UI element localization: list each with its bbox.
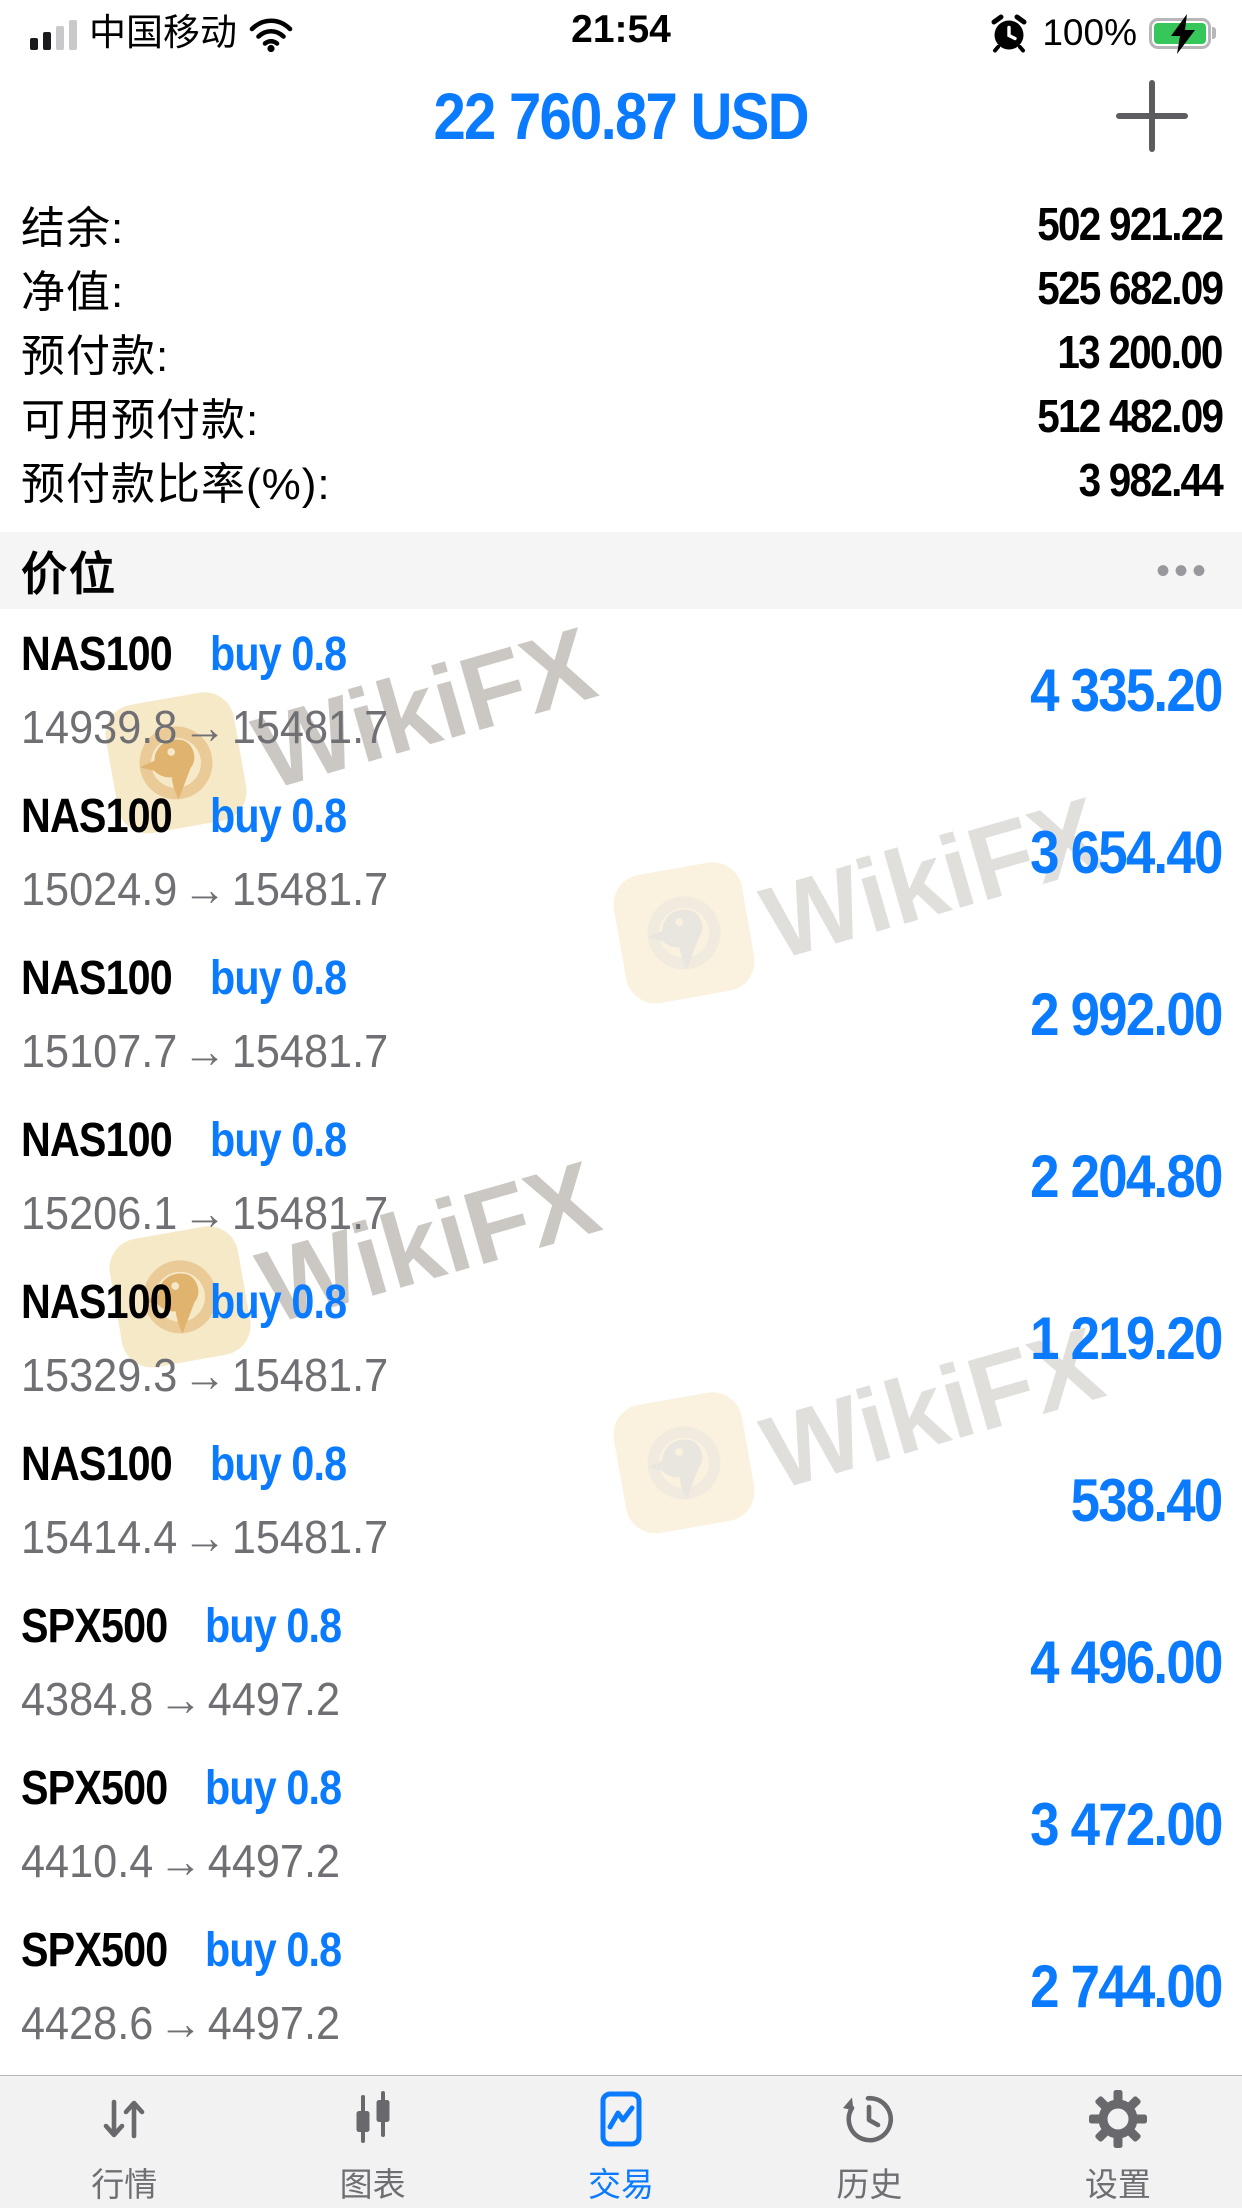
arrow-right-icon: → <box>158 1996 203 2049</box>
positions-title: 价位 <box>21 547 117 600</box>
trade-row[interactable]: NAS100 buy 0.8 15206.1 → 15481.7 2 204.80 <box>0 1095 1242 1257</box>
trade-profit: 3 472.00 <box>1030 1790 1224 1858</box>
carrier-label: 中国移动 <box>89 12 237 53</box>
arrow-right-icon: → <box>182 1024 227 1077</box>
trade-prices: 15329.3 → 15481.7 <box>21 1348 389 1401</box>
trade-prices: 15414.4 → 15481.7 <box>21 1510 389 1563</box>
wifi-icon <box>249 18 293 52</box>
battery-charging-icon <box>1149 13 1216 54</box>
trade-profit: 3 654.40 <box>1030 818 1224 886</box>
tab-bar: 行情 图表 交易 <box>0 2075 1242 2208</box>
trade-side-volume: buy 0.8 <box>210 789 347 843</box>
trade-side-volume: buy 0.8 <box>210 951 347 1005</box>
account-row-equity: 净值: 525 682.09 <box>21 262 1224 317</box>
arrow-right-icon: → <box>182 700 227 753</box>
trade-prices: 4384.8 → 4497.2 <box>21 1672 341 1725</box>
trade-row[interactable]: NAS100 buy 0.8 15414.4 → 15481.7 538.40 <box>0 1419 1242 1581</box>
trade-symbol: NAS100 <box>21 1437 173 1491</box>
account-summary: 结余: 502 921.22 净值: 525 682.09 预付款: 13 20… <box>0 172 1242 532</box>
trade-symbol: SPX500 <box>21 1599 168 1653</box>
arrow-right-icon: → <box>182 1186 227 1239</box>
trade-symbol: NAS100 <box>21 951 173 1005</box>
arrow-right-icon: → <box>182 862 227 915</box>
trade-prices: 15206.1 → 15481.7 <box>21 1186 389 1239</box>
tab-charts[interactable]: 图表 <box>248 2076 496 2208</box>
new-order-button[interactable] <box>1110 74 1194 158</box>
trade-side-volume: buy 0.8 <box>205 1761 342 1815</box>
trade-row[interactable]: NAS100 buy 0.8 15329.3 → 15481.7 1 219.20 <box>0 1257 1242 1419</box>
trade-prices: 15024.9 → 15481.7 <box>21 862 389 915</box>
positions-section-header: 价位 ••• <box>0 532 1242 609</box>
history-icon <box>843 2095 894 2143</box>
tab-settings[interactable]: 设置 <box>994 2076 1242 2208</box>
trade-row[interactable]: NAS100 buy 0.8 15024.9 → 15481.7 3 654.40 <box>0 771 1242 933</box>
tab-trade[interactable]: 交易 <box>497 2076 745 2208</box>
battery-percent-label: 100% <box>1042 12 1137 53</box>
trade-profit: 1 219.20 <box>1030 1304 1224 1372</box>
account-row-balance: 结余: 502 921.22 <box>21 198 1224 253</box>
trade-prices: 4410.4 → 4497.2 <box>21 1834 341 1887</box>
trade-profit: 2 204.80 <box>1030 1142 1224 1210</box>
arrow-right-icon: → <box>158 1834 203 1887</box>
arrow-right-icon: → <box>182 1510 227 1563</box>
alarm-icon <box>991 14 1027 53</box>
trade-row[interactable]: SPX500 buy 0.8 4410.4 → 4497.2 3 472.00 <box>0 1743 1242 1905</box>
clock-time: 21:54 <box>571 8 671 51</box>
arrow-right-icon: → <box>158 1672 203 1725</box>
trade-profit: 2 992.00 <box>1030 980 1224 1048</box>
trade-profit: 538.40 <box>1071 1466 1224 1534</box>
trade-side-volume: buy 0.8 <box>205 1599 342 1653</box>
charts-icon <box>356 2091 390 2143</box>
trade-symbol: SPX500 <box>21 1923 168 1977</box>
plus-icon <box>1116 80 1188 152</box>
quotes-icon <box>103 2099 145 2139</box>
trade-row[interactable]: SPX500 buy 0.8 4428.6 → 4497.2 2 744.00 <box>0 1905 1242 2067</box>
account-row-margin: 预付款: 13 200.00 <box>21 326 1224 381</box>
more-options-icon[interactable]: ••• <box>1155 548 1210 593</box>
status-bar: 中国移动 21:54 100% <box>0 0 1242 60</box>
trade-side-volume: buy 0.8 <box>210 1113 347 1167</box>
trade-profit: 4 335.20 <box>1030 656 1224 724</box>
trade-side-volume: buy 0.8 <box>210 1437 347 1491</box>
trade-symbol: NAS100 <box>21 789 173 843</box>
trade-prices: 4428.6 → 4497.2 <box>21 1996 341 2049</box>
trade-prices: 14939.8 → 15481.7 <box>21 700 389 753</box>
tab-quotes[interactable]: 行情 <box>0 2076 248 2208</box>
account-row-margin-level: 预付款比率(%): 3 982.44 <box>21 454 1224 509</box>
trade-symbol: NAS100 <box>21 1113 173 1167</box>
account-header: 22 760.87 USD <box>0 60 1242 172</box>
trade-symbol: NAS100 <box>21 1275 173 1329</box>
arrow-right-icon: → <box>182 1348 227 1401</box>
signal-strength-icon <box>30 20 77 52</box>
charging-bolt-icon <box>1171 13 1195 54</box>
account-total: 22 760.87 USD <box>433 79 810 153</box>
account-row-free-margin: 可用预付款: 512 482.09 <box>21 390 1224 445</box>
trade-icon <box>600 2091 642 2147</box>
trade-side-volume: buy 0.8 <box>210 1275 347 1329</box>
trade-row[interactable]: NAS100 buy 0.8 15107.7 → 15481.7 2 992.00 <box>0 933 1242 1095</box>
trade-row[interactable]: NAS100 buy 0.8 14939.8 → 15481.7 4 335.20 <box>0 609 1242 771</box>
trade-prices: 15107.7 → 15481.7 <box>21 1024 389 1077</box>
tab-history[interactable]: 历史 <box>745 2076 993 2208</box>
trade-side-volume: buy 0.8 <box>205 1923 342 1977</box>
trade-side-volume: buy 0.8 <box>210 627 347 681</box>
trade-row[interactable]: SPX500 buy 0.8 4384.8 → 4497.2 4 496.00 <box>0 1581 1242 1743</box>
trade-symbol: NAS100 <box>21 627 173 681</box>
trade-profit: 2 744.00 <box>1030 1952 1224 2020</box>
trade-symbol: SPX500 <box>21 1761 168 1815</box>
positions-list: NAS100 buy 0.8 14939.8 → 15481.7 4 335.20 … <box>0 609 1242 2067</box>
trade-profit: 4 496.00 <box>1030 1628 1224 1696</box>
settings-icon <box>1088 2090 1147 2148</box>
